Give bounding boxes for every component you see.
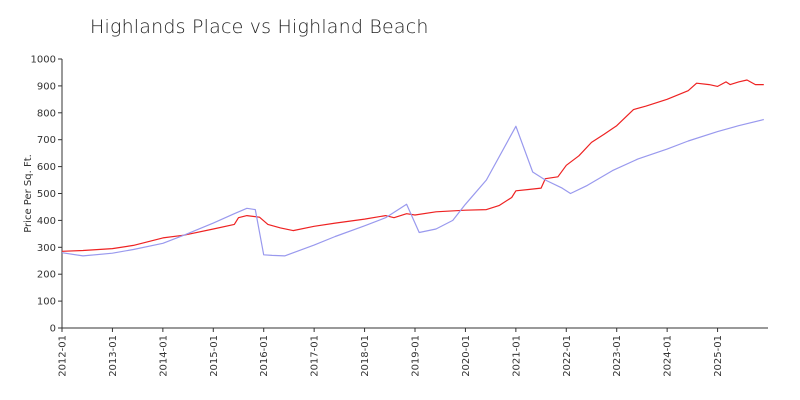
y-tick-label: 500 (37, 189, 56, 200)
x-tick-label: 2015-01 (209, 335, 220, 377)
y-axis-label: Price Per Sq. Ft. (23, 154, 34, 233)
y-tick-label: 700 (37, 135, 56, 146)
y-tick-label: 0 (50, 324, 56, 335)
x-tick-label: 2023-01 (612, 335, 623, 377)
y-tick-label: 800 (37, 108, 56, 119)
x-tick-label: 2012-01 (58, 335, 69, 377)
x-tick-label: 2024-01 (663, 335, 674, 377)
x-tick-label: 2021-01 (511, 335, 522, 377)
chart-title: Highlands Place vs Highland Beach (90, 16, 429, 38)
series-line-1 (61, 79, 764, 252)
x-tick-label: 2018-01 (360, 335, 371, 377)
y-tick-label: 400 (37, 216, 56, 227)
axes: 0 100 200 300 400 500 600 700 800 900 1000 2012-01 2… (23, 55, 768, 377)
x-tick-label: 2013-01 (108, 335, 119, 377)
series-layer (61, 79, 764, 257)
y-tick-label: 200 (37, 270, 56, 281)
x-tick-label: 2025-01 (713, 335, 724, 377)
x-tick-label: 2016-01 (259, 335, 270, 377)
y-tick-label: 1000 (31, 55, 56, 66)
x-tick-label: 2014-01 (158, 335, 169, 377)
x-tick-label: 2017-01 (310, 335, 321, 377)
x-tick-label: 2019-01 (411, 335, 422, 377)
series-line-2 (61, 118, 764, 257)
y-tick-label: 600 (37, 162, 56, 173)
x-tick-label: 2022-01 (562, 335, 573, 377)
y-tick-label: 100 (37, 297, 56, 308)
y-tick-label: 300 (37, 243, 56, 254)
y-tick-label: 900 (37, 81, 56, 92)
x-tick-label: 2020-01 (461, 335, 472, 377)
